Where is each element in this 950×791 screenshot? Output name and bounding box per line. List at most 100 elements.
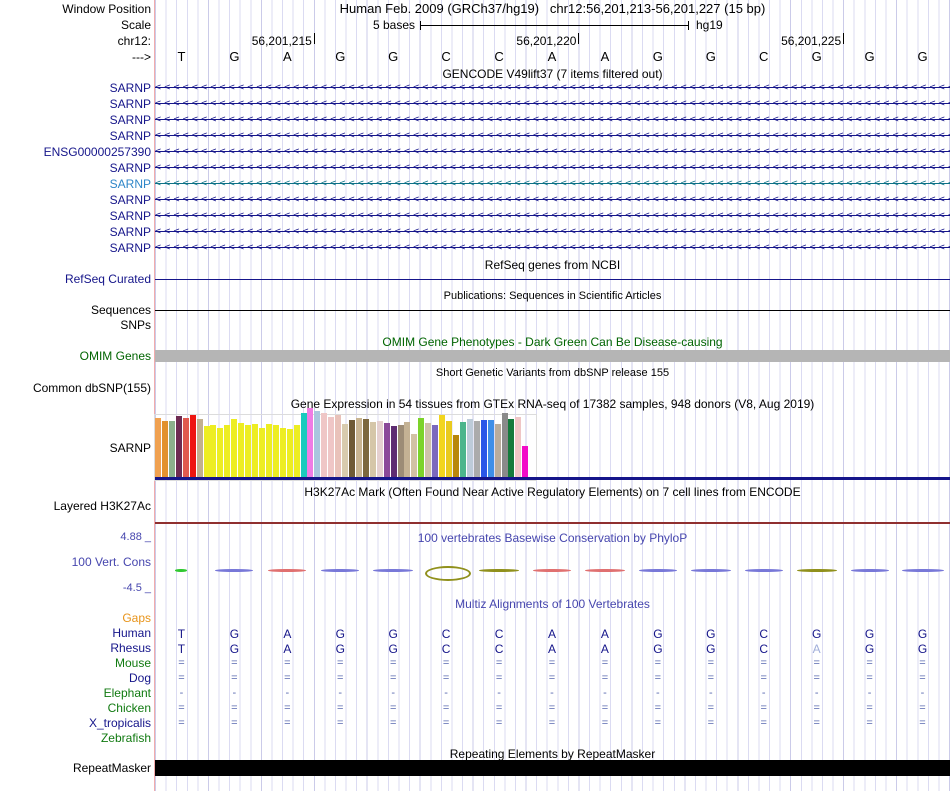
gtex-tissue-bar[interactable] [245, 425, 252, 478]
gtex-tissue-bar[interactable] [224, 425, 231, 478]
species-label-human[interactable]: Human [112, 626, 151, 640]
gtex-tissue-bar[interactable] [328, 417, 335, 478]
refseq-curated-line[interactable] [155, 279, 950, 280]
gene-transcript-row[interactable]: <<<<<<<<<<<<<<<<<<<<<<<<<<<<<<<<<<<<<<<<… [155, 208, 950, 223]
gtex-tissue-bar[interactable] [452, 435, 459, 478]
gene-label[interactable]: SARNP [109, 209, 151, 223]
gtex-tissue-bar[interactable] [175, 416, 182, 478]
track-label-cons_min[interactable]: -4.5 _ [122, 582, 151, 594]
gtex-tissue-bar[interactable] [217, 428, 224, 478]
gene-label[interactable]: SARNP [109, 177, 151, 191]
species-label-elephant[interactable]: Elephant [103, 686, 151, 700]
gtex-tissue-bar[interactable] [466, 419, 473, 478]
species-label-rhesus[interactable]: Rhesus [110, 641, 151, 655]
gtex-tissue-bar[interactable] [196, 419, 203, 478]
gtex-tissue-bar[interactable] [418, 418, 425, 478]
gtex-tissue-bar[interactable] [182, 418, 189, 478]
gene-transcript-row[interactable]: <<<<<<<<<<<<<<<<<<<<<<<<<<<<<<<<<<<<<<<<… [155, 224, 950, 239]
h3k27ac-signal-line[interactable] [155, 522, 950, 524]
gene-label[interactable]: SARNP [109, 225, 151, 239]
gtex-tissue-bar[interactable] [369, 422, 376, 478]
species-label-mouse[interactable]: Mouse [114, 656, 151, 670]
gtex-tissue-bar[interactable] [203, 426, 210, 478]
gtex-tissue-bar[interactable] [189, 415, 196, 478]
gtex-tissue-bar[interactable] [231, 419, 238, 478]
gtex-tissue-bar[interactable] [397, 425, 404, 478]
species-label-zebrafish[interactable]: Zebrafish [100, 731, 151, 745]
gtex-tissue-bar[interactable] [439, 415, 446, 478]
gene-transcript-row[interactable]: <<<<<<<<<<<<<<<<<<<<<<<<<<<<<<<<<<<<<<<<… [155, 128, 950, 143]
gtex-tissue-bar[interactable] [355, 418, 362, 478]
gene-transcript-row[interactable]: <<<<<<<<<<<<<<<<<<<<<<<<<<<<<<<<<<<<<<<<… [155, 112, 950, 127]
gene-label[interactable]: SARNP [109, 113, 151, 127]
gtex-tissue-bar[interactable] [501, 413, 508, 478]
gtex-tissue-bar[interactable] [390, 426, 397, 478]
species-label-gaps[interactable]: Gaps [122, 611, 151, 625]
gtex-tissue-bar[interactable] [459, 422, 466, 478]
gtex-tissue-bar[interactable] [404, 422, 411, 478]
track-label-vert_cons[interactable]: 100 Vert. Cons [71, 555, 151, 569]
track-label-gtex_gene[interactable]: SARNP [109, 441, 151, 455]
gtex-tissue-bar[interactable] [279, 428, 286, 478]
gene-label[interactable]: SARNP [109, 161, 151, 175]
gene-label[interactable]: SARNP [109, 81, 151, 95]
track-label-cons_max[interactable]: 4.88 _ [120, 531, 151, 543]
gtex-tissue-bar[interactable] [300, 413, 307, 478]
gtex-tissue-bar[interactable] [376, 421, 383, 478]
species-label-x_tropicalis[interactable]: X_tropicalis [88, 716, 151, 730]
gtex-tissue-bar[interactable] [293, 425, 300, 478]
gtex-tissue-bar[interactable] [307, 408, 314, 478]
gene-transcript-row[interactable]: <<<<<<<<<<<<<<<<<<<<<<<<<<<<<<<<<<<<<<<<… [155, 240, 950, 255]
track-label-sequences[interactable]: Sequences [90, 303, 151, 317]
species-label-chicken[interactable]: Chicken [107, 701, 151, 715]
gene-label[interactable]: SARNP [109, 193, 151, 207]
gtex-tissue-bar[interactable] [272, 425, 279, 478]
gene-transcript-row[interactable]: <<<<<<<<<<<<<<<<<<<<<<<<<<<<<<<<<<<<<<<<… [155, 96, 950, 111]
gtex-tissue-bar[interactable] [487, 420, 494, 478]
gtex-tissue-bar[interactable] [238, 423, 245, 478]
gtex-tissue-bar[interactable] [411, 434, 418, 478]
species-label-dog[interactable]: Dog [128, 671, 151, 685]
gene-transcript-row[interactable]: <<<<<<<<<<<<<<<<<<<<<<<<<<<<<<<<<<<<<<<<… [155, 80, 950, 95]
gtex-tissue-bar[interactable] [362, 419, 369, 478]
gtex-tissue-bar[interactable] [480, 420, 487, 478]
track-label-common_dbsnp[interactable]: Common dbSNP(155) [32, 381, 151, 395]
gtex-tissue-bar[interactable] [425, 423, 432, 478]
gtex-tissue-bar[interactable] [515, 417, 522, 478]
gtex-tissue-bar[interactable] [168, 421, 175, 478]
gtex-tissue-bar[interactable] [494, 424, 501, 478]
track-label-scale[interactable]: Scale [120, 18, 151, 32]
gtex-tissue-bar[interactable] [321, 413, 328, 478]
gene-transcript-row[interactable]: <<<<<<<<<<<<<<<<<<<<<<<<<<<<<<<<<<<<<<<<… [155, 176, 950, 191]
gtex-tissue-bar[interactable] [335, 415, 342, 478]
track-label-chr12[interactable]: chr12: [117, 34, 151, 48]
gtex-tissue-bar[interactable] [161, 421, 168, 478]
gene-transcript-row[interactable]: <<<<<<<<<<<<<<<<<<<<<<<<<<<<<<<<<<<<<<<<… [155, 192, 950, 207]
gtex-tissue-bar[interactable] [508, 419, 515, 478]
gtex-tissue-bar[interactable] [155, 418, 161, 478]
gtex-tissue-bar[interactable] [342, 424, 349, 478]
gtex-tissue-bar[interactable] [286, 429, 293, 478]
repeatmasker-element-bar[interactable] [155, 760, 950, 776]
track-label-refseq_curated[interactable]: RefSeq Curated [64, 272, 151, 286]
gtex-tissue-bar[interactable] [446, 421, 453, 478]
gtex-tissue-bar[interactable] [265, 424, 272, 478]
gene-label[interactable]: SARNP [109, 97, 151, 111]
gene-label[interactable]: SARNP [109, 129, 151, 143]
track-label-layered[interactable]: Layered H3K27Ac [53, 499, 151, 513]
gene-transcript-row[interactable]: <<<<<<<<<<<<<<<<<<<<<<<<<<<<<<<<<<<<<<<<… [155, 160, 950, 175]
gene-label[interactable]: SARNP [109, 241, 151, 255]
gtex-tissue-bar[interactable] [258, 428, 265, 478]
gtex-tissue-bar[interactable] [210, 425, 217, 478]
gtex-tissue-bar[interactable] [432, 425, 439, 478]
gtex-tissue-bar[interactable] [252, 424, 259, 478]
track-label-snps[interactable]: SNPs [120, 318, 151, 332]
gtex-tissue-bar[interactable] [383, 423, 390, 478]
publications-line[interactable] [155, 310, 950, 311]
gtex-tissue-bar[interactable] [473, 421, 480, 478]
gtex-tissue-bar[interactable] [522, 446, 529, 478]
track-label-omim_genes[interactable]: OMIM Genes [79, 349, 151, 363]
gene-transcript-row[interactable]: <<<<<<<<<<<<<<<<<<<<<<<<<<<<<<<<<<<<<<<<… [155, 144, 950, 159]
gtex-tissue-bar[interactable] [314, 411, 321, 478]
track-label-direction[interactable]: ---> [132, 50, 151, 64]
